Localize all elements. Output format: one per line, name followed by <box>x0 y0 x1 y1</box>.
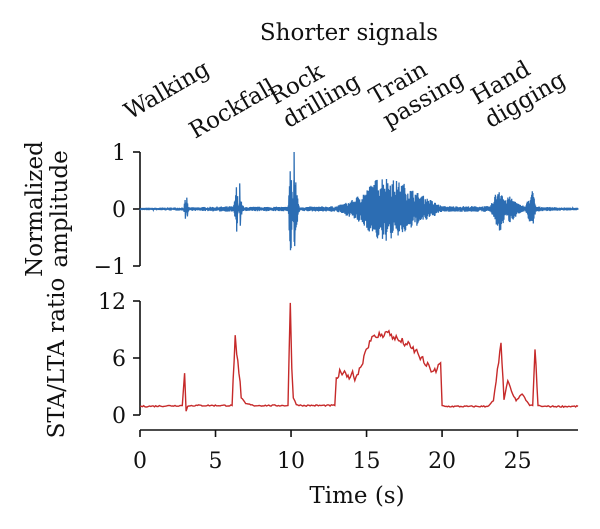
bottom-y-axis-label: STA/LTA ratio <box>44 278 70 439</box>
bottom-y-tick-label: 0 <box>112 404 126 429</box>
top-y-axis-label-line-2: amplitude <box>47 150 73 267</box>
top-y-axis-label-line-1: Normalized <box>22 141 48 277</box>
top-y-tick-label: −1 <box>94 255 126 280</box>
bottom-panel: 0 6 12 STA/LTA ratio 0 5 10 15 20 25 Time (s) <box>44 278 579 509</box>
bottom-y-tick-label: 12 <box>98 290 126 315</box>
event-label-rock-drilling-text: Rockdrilling <box>265 45 365 133</box>
x-tick-label: 0 <box>133 449 147 474</box>
top-y-axis-label: Normalizedamplitude <box>22 141 73 277</box>
x-tick-label: 25 <box>504 449 532 474</box>
chart-title: Shorter signals <box>260 20 438 46</box>
event-labels: Walking Rockfall Rockdrilling Trainpassi… <box>120 43 570 144</box>
top-series-line <box>139 151 579 251</box>
event-label-hand-digging: Handdigging <box>467 43 570 134</box>
bottom-y-axis: 0 6 12 <box>98 290 141 429</box>
event-label-train-passing-text: Trainpassing <box>365 43 469 134</box>
event-label-train-passing: Trainpassing <box>365 43 469 134</box>
x-tick-label: 10 <box>277 449 305 474</box>
top-y-axis-label-text: Normalizedamplitude <box>22 141 73 277</box>
top-y-axis: 1 0 −1 <box>94 141 141 280</box>
top-y-tick-label: 1 <box>112 141 126 166</box>
x-tick-label: 15 <box>353 449 381 474</box>
bottom-y-tick-label: 6 <box>112 347 126 372</box>
top-panel: 1 0 −1 Normalizedamplitude <box>22 141 579 280</box>
top-y-tick-label: 0 <box>112 198 126 223</box>
event-label-hand-digging-text: Handdigging <box>467 43 570 133</box>
x-tick-label: 20 <box>428 449 456 474</box>
x-tick-label: 5 <box>209 449 223 474</box>
x-axis: 0 5 10 15 20 25 <box>133 429 578 474</box>
x-axis-label: Time (s) <box>309 483 404 509</box>
bottom-series-line <box>139 302 579 412</box>
event-label-rock-drilling: Rockdrilling <box>265 45 365 133</box>
